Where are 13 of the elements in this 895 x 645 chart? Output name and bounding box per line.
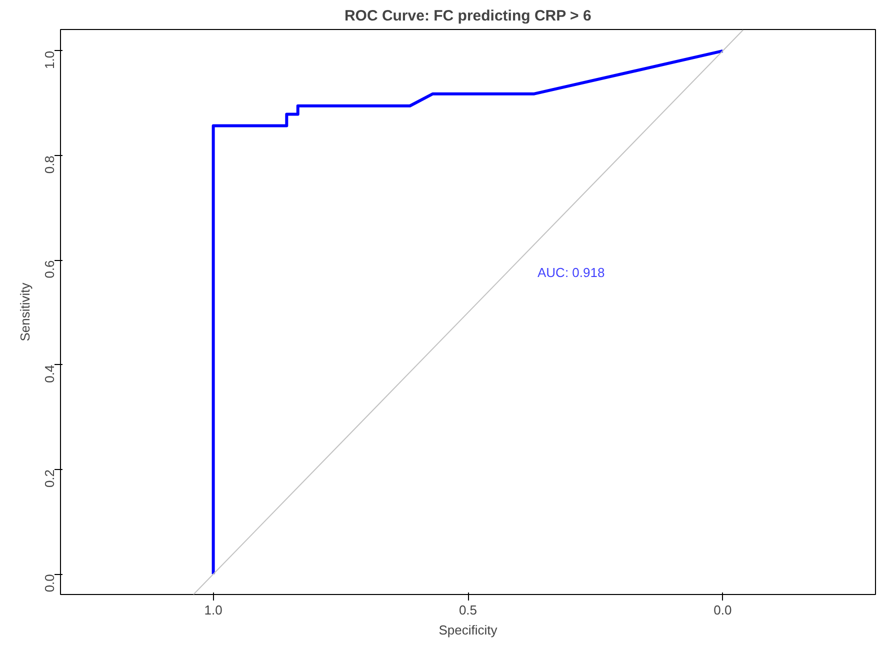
y-tick-label: 0.0 [42,574,57,592]
y-tick-label: 0.2 [42,469,57,488]
annotation: AUC: 0.918 [538,265,605,280]
y-axis-title: Sensitivity [18,282,32,342]
x-tick-label: 0.0 [714,602,732,618]
x-tick-label: 0.5 [458,602,478,618]
y-tick-label: 1.0 [42,50,57,70]
x-tick-label: 1.0 [204,602,222,618]
chart-title: ROC Curve: FC predicting CRP > 6 [344,8,592,24]
y-tick-label: 0.8 [42,156,57,174]
x-axis-title: Specificity [438,622,498,638]
y-tick-label: 0.6 [42,260,57,278]
y-tick-label: 0.4 [42,364,57,383]
